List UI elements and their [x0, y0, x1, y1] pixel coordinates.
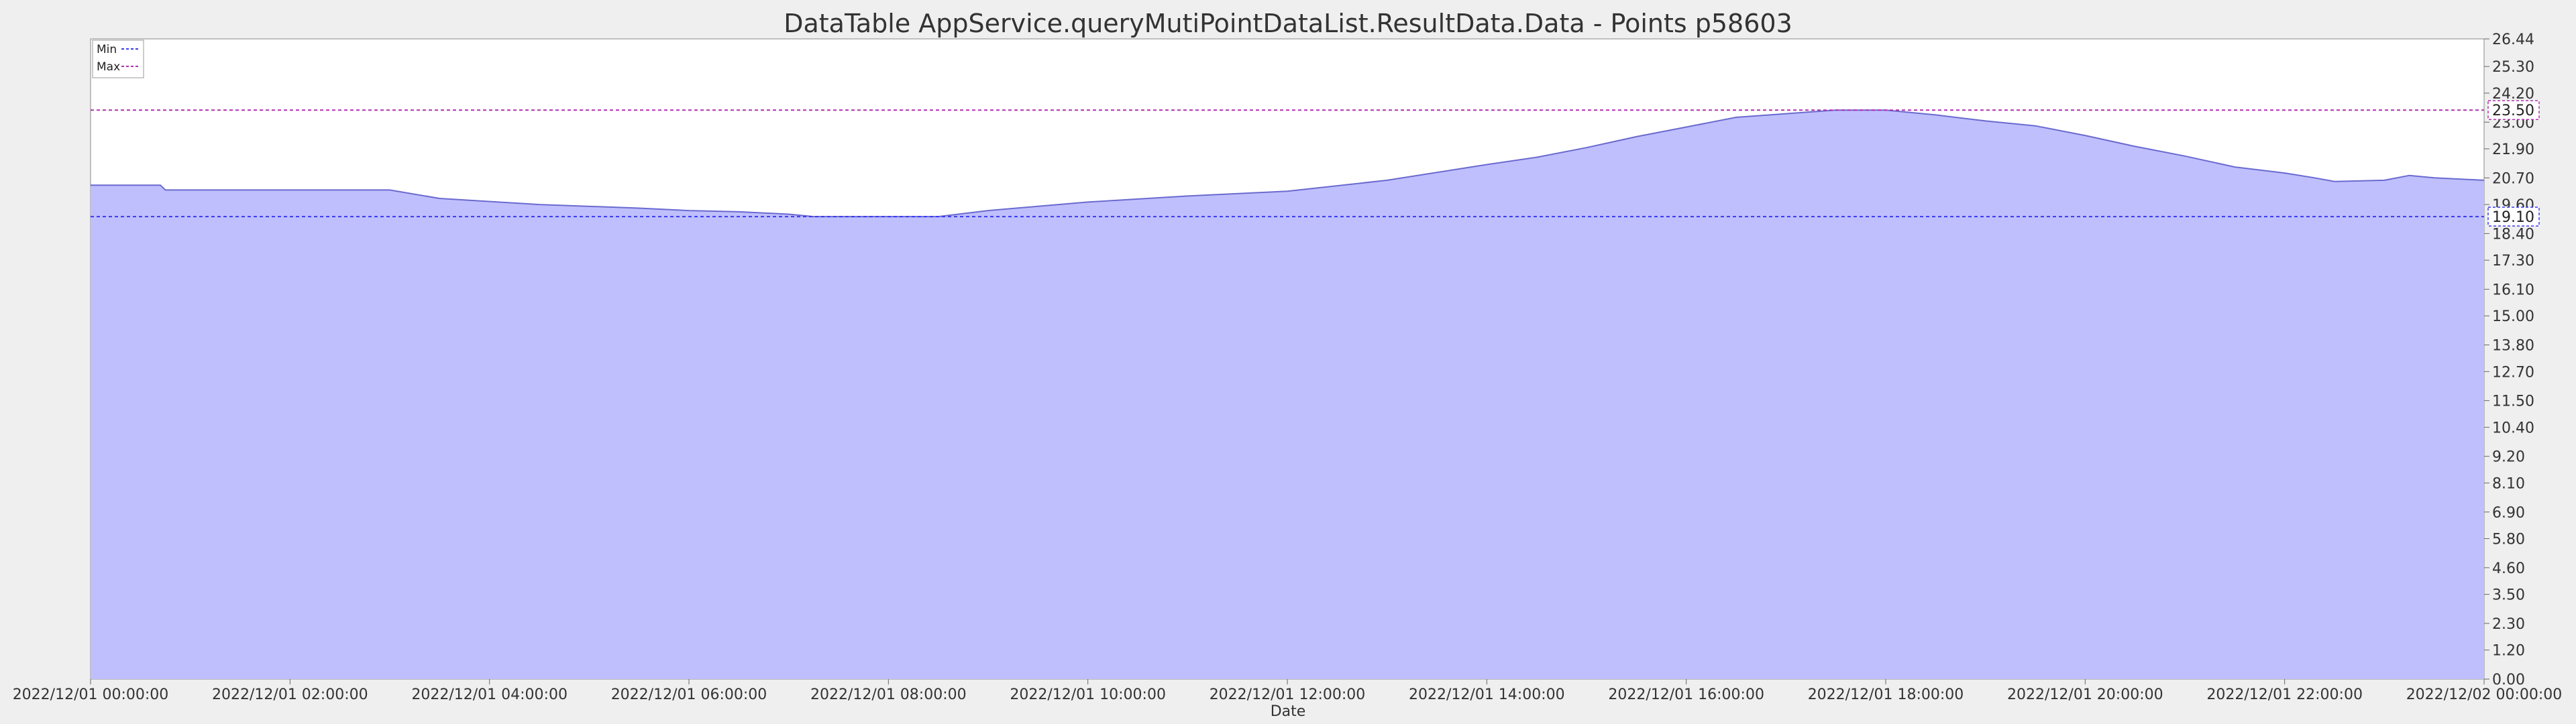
min-value-label: 19.10	[2492, 209, 2534, 226]
y-tick-label: 3.50	[2492, 587, 2525, 604]
x-tick-label: 2022/12/01 22:00:00	[2206, 686, 2363, 703]
y-tick-label: 17.30	[2492, 253, 2534, 269]
x-axis-label: Date	[1271, 703, 1306, 720]
x-tick-label: 2022/12/01 16:00:00	[1608, 686, 1764, 703]
y-tick-label: 4.60	[2492, 560, 2525, 577]
y-tick-label: 6.90	[2492, 505, 2525, 522]
y-tick-label: 10.40	[2492, 420, 2534, 436]
x-tick-label: 2022/12/01 20:00:00	[2007, 686, 2163, 703]
y-tick-label: 24.20	[2492, 86, 2534, 103]
x-tick-label: 2022/12/01 18:00:00	[1808, 686, 1964, 703]
y-tick-label: 8.10	[2492, 475, 2525, 492]
x-tick-label: 2022/12/01 08:00:00	[810, 686, 967, 703]
legend-entry-min: Min	[97, 43, 117, 56]
y-tick-label: 0.00	[2492, 672, 2525, 688]
y-tick-label: 12.70	[2492, 364, 2534, 381]
y-tick-label: 11.50	[2492, 394, 2534, 410]
x-tick-label: 2022/12/02 00:00:00	[2406, 686, 2563, 703]
x-tick-label: 2022/12/01 14:00:00	[1409, 686, 1565, 703]
x-tick-label: 2022/12/01 04:00:00	[411, 686, 568, 703]
max-value-label: 23.50	[2492, 103, 2534, 119]
legend-entry-max: Max	[97, 60, 120, 74]
data-area	[91, 110, 2484, 679]
legend: Min Max	[92, 40, 144, 78]
x-tick-label: 2022/12/01 00:00:00	[13, 686, 169, 703]
y-tick-label: 25.30	[2492, 59, 2534, 76]
chart-title: DataTable AppService.queryMutiPointDataL…	[784, 9, 1792, 38]
y-tick-label: 1.20	[2492, 643, 2525, 660]
x-tick-label: 2022/12/01 06:00:00	[611, 686, 767, 703]
data-line	[91, 109, 2485, 218]
min-value-badge	[2487, 206, 2540, 227]
y-tick-label: 18.40	[2492, 226, 2534, 243]
y-tick-label: 21.90	[2492, 141, 2534, 158]
y-tick-label: 5.80	[2492, 532, 2525, 548]
x-tick-label: 2022/12/01 02:00:00	[212, 686, 368, 703]
x-tick-label: 2022/12/01 12:00:00	[1210, 686, 1366, 703]
y-tick-label: 15.00	[2492, 308, 2534, 325]
legend-box	[92, 40, 144, 78]
y-tick-label: 16.10	[2492, 282, 2534, 298]
y-tick-label: 26.44	[2492, 32, 2534, 48]
y-tick-label: 9.20	[2492, 449, 2525, 466]
y-tick-label: 13.80	[2492, 338, 2534, 355]
y-tick-label: 2.30	[2492, 616, 2525, 633]
x-tick-label: 2022/12/01 10:00:00	[1010, 686, 1166, 703]
max-value-badge	[2487, 100, 2540, 120]
y-tick-label: 20.70	[2492, 170, 2534, 187]
